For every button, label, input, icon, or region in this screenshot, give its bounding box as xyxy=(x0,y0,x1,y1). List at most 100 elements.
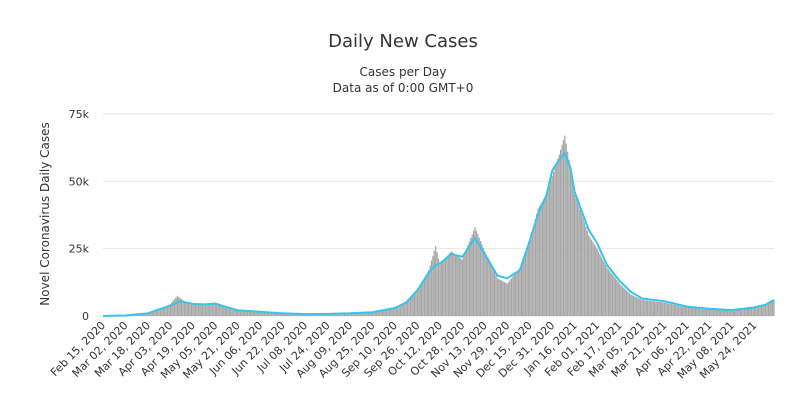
daily-case-bar xyxy=(429,265,431,316)
daily-case-bar xyxy=(203,305,205,316)
daily-case-bar xyxy=(741,309,743,316)
daily-case-bar xyxy=(443,259,445,316)
daily-case-bar xyxy=(192,303,194,316)
daily-case-bar xyxy=(178,296,180,316)
daily-case-bar xyxy=(349,313,351,316)
daily-case-bar xyxy=(409,296,412,316)
daily-case-bar xyxy=(536,213,538,316)
daily-case-bar xyxy=(150,312,152,316)
daily-case-bar xyxy=(189,303,191,316)
daily-case-bar xyxy=(265,312,267,316)
daily-case-bar xyxy=(571,176,573,316)
daily-case-bar xyxy=(314,314,316,316)
daily-case-bar xyxy=(333,313,336,316)
daily-case-bar xyxy=(430,260,433,316)
daily-case-bar xyxy=(672,304,674,316)
daily-case-bar xyxy=(545,194,548,316)
daily-case-bar xyxy=(458,257,461,316)
daily-case-bar xyxy=(527,244,529,316)
daily-case-bar xyxy=(381,310,383,316)
daily-case-bar xyxy=(557,158,559,316)
daily-case-bar xyxy=(256,311,259,316)
daily-case-bar xyxy=(460,258,462,316)
daily-case-bar xyxy=(734,310,736,316)
daily-case-bar xyxy=(735,310,737,316)
daily-case-bar xyxy=(332,313,334,316)
daily-case-bar xyxy=(210,303,212,316)
daily-case-bar xyxy=(516,271,518,316)
daily-case-bar xyxy=(216,303,218,316)
daily-case-bar xyxy=(446,256,448,316)
daily-case-bar xyxy=(600,256,602,316)
daily-case-bar xyxy=(335,313,337,316)
daily-case-bar xyxy=(572,185,574,316)
daily-case-bar xyxy=(422,279,424,316)
daily-case-bar xyxy=(541,201,544,316)
daily-case-bar xyxy=(494,272,496,316)
daily-case-bar xyxy=(186,302,188,316)
daily-case-bar xyxy=(627,291,629,316)
daily-case-bar xyxy=(463,255,465,316)
daily-case-bar xyxy=(652,301,654,316)
chart-title: Daily New Cases xyxy=(328,31,478,52)
daily-case-bar xyxy=(588,235,590,316)
daily-case-bar xyxy=(491,266,493,316)
daily-case-bar xyxy=(680,306,682,316)
daily-case-bar xyxy=(241,310,243,316)
daily-case-bar xyxy=(720,309,722,316)
daily-case-bar xyxy=(414,292,416,316)
daily-case-bar xyxy=(342,313,344,316)
daily-case-bar xyxy=(693,307,695,316)
daily-case-bar xyxy=(303,314,305,316)
daily-case-bar xyxy=(182,300,184,316)
daily-case-bar xyxy=(684,307,687,316)
daily-case-bar xyxy=(421,282,423,316)
daily-case-bar xyxy=(585,226,587,316)
daily-case-bar xyxy=(696,308,698,316)
daily-case-bar xyxy=(481,244,483,316)
daily-case-bar xyxy=(259,311,261,316)
daily-case-bar xyxy=(574,194,576,316)
daily-case-bar xyxy=(304,314,306,316)
daily-case-bar xyxy=(164,306,166,316)
daily-case-bar xyxy=(522,259,524,316)
daily-case-bar xyxy=(234,309,236,316)
daily-case-bar xyxy=(402,302,405,316)
y-axis-title: Novel Coronavirus Daily Cases xyxy=(38,122,52,305)
daily-case-bar xyxy=(474,227,476,316)
daily-case-bar xyxy=(336,313,339,316)
daily-case-bar xyxy=(151,311,153,316)
daily-case-bar xyxy=(392,308,395,316)
daily-case-bar xyxy=(628,293,631,316)
daily-case-bar xyxy=(530,235,532,316)
daily-case-bar xyxy=(165,305,167,316)
daily-case-bar xyxy=(634,296,636,316)
daily-case-bar xyxy=(759,306,761,316)
daily-case-bar xyxy=(261,312,263,316)
daily-case-bar xyxy=(703,308,705,316)
daily-case-bar xyxy=(253,311,256,316)
daily-case-bar xyxy=(206,304,208,316)
daily-case-bar xyxy=(568,159,570,316)
daily-case-bar xyxy=(475,230,478,316)
daily-case-bar xyxy=(640,299,642,316)
daily-case-bar xyxy=(168,304,170,316)
daily-case-bar xyxy=(624,289,626,316)
daily-case-bar xyxy=(607,269,609,316)
daily-case-bar xyxy=(676,305,678,316)
daily-case-bar xyxy=(141,313,143,316)
daily-case-bar xyxy=(348,313,350,316)
daily-case-bar xyxy=(444,258,447,316)
daily-case-bar xyxy=(294,313,296,316)
y-tick-label: 0 xyxy=(82,310,89,323)
daily-case-bar xyxy=(255,311,257,316)
daily-case-bar xyxy=(144,313,146,316)
daily-case-bar xyxy=(161,307,163,316)
daily-case-bar xyxy=(423,277,426,316)
daily-case-bar xyxy=(193,304,195,316)
daily-case-bar xyxy=(339,313,341,316)
daily-case-bar xyxy=(589,237,591,316)
daily-case-bar xyxy=(454,254,456,316)
daily-case-bar xyxy=(513,274,515,316)
daily-case-bar xyxy=(668,303,670,316)
